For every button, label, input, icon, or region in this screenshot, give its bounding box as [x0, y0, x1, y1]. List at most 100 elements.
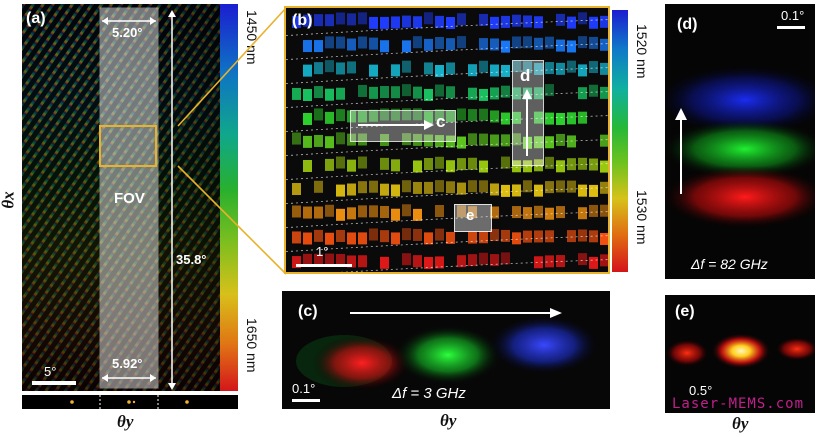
- mosaic-pixel: [446, 110, 455, 123]
- mosaic-pixel: [479, 88, 488, 101]
- mosaic-pixel: [314, 180, 323, 193]
- mosaic-pixel: [336, 184, 345, 197]
- watermark: Laser-MEMS.com: [672, 396, 805, 412]
- mosaic-pixel: [534, 184, 543, 197]
- mosaic-pixel: [523, 160, 532, 173]
- mosaic-pixel: [314, 86, 323, 99]
- mosaic-pixel: [578, 12, 587, 25]
- mosaic-pixel: [424, 62, 433, 75]
- mosaic-pixel: [600, 62, 608, 75]
- mosaic-pixel: [567, 60, 576, 73]
- mosaic-pixel: [435, 156, 444, 169]
- mosaic-pixel: [457, 205, 466, 218]
- mosaic-pixel: [545, 181, 554, 194]
- mosaic-pixel: [512, 111, 521, 124]
- mosaic-pixel: [512, 160, 521, 173]
- grid-curve: [286, 91, 608, 108]
- mosaic-pixel: [589, 230, 598, 243]
- mosaic-pixel: [314, 229, 323, 242]
- mosaic-pixel: [545, 112, 554, 125]
- grid-curve: [286, 115, 608, 132]
- mosaic-pixel: [435, 228, 444, 241]
- mosaic-pixel: [358, 156, 367, 169]
- mosaic-pixel: [347, 159, 356, 172]
- mosaic-pixel: [402, 108, 411, 121]
- mosaic-pixel: [369, 205, 378, 218]
- mosaic-pixel: [468, 133, 477, 146]
- mosaic-pixel: [578, 157, 587, 170]
- fov-height: 35.8°: [176, 252, 207, 267]
- panel-d: (d) 0.1° Δf = 82 GHz: [665, 4, 815, 279]
- mosaic-pixel: [303, 88, 312, 101]
- mosaic-pixel: [523, 36, 532, 49]
- mosaic-pixel: [314, 40, 323, 53]
- mosaic-pixel: [347, 13, 356, 26]
- mosaic-pixel: [402, 253, 411, 266]
- panel-e: (e) 0.5°: [665, 295, 815, 413]
- mosaic-pixel: [347, 133, 356, 146]
- mosaic-pixel: [600, 204, 608, 217]
- fov-width-bottom: 5.92°: [112, 356, 143, 371]
- mosaic-pixel: [413, 108, 422, 121]
- mosaic-pixel: [534, 16, 543, 29]
- mosaic-pixel: [589, 36, 598, 49]
- mosaic-pixel: [435, 256, 444, 269]
- mosaic-pixel: [336, 87, 345, 100]
- mosaic-pixel: [523, 15, 532, 28]
- mosaic-pixel: [402, 15, 411, 28]
- mosaic-pixel: [325, 204, 334, 217]
- fov-label: FOV: [114, 190, 145, 207]
- mosaic-pixel: [545, 84, 554, 97]
- mosaic-pixel: [391, 108, 400, 121]
- mosaic-pixel: [413, 16, 422, 29]
- panel-b: (b) c d e 1°: [284, 6, 610, 274]
- mosaic-pixel: [314, 206, 323, 219]
- mosaic-pixel: [545, 36, 554, 49]
- mosaic-pixel: [534, 87, 543, 100]
- mosaic-pixel: [402, 133, 411, 146]
- grid-curve: [339, 259, 608, 272]
- mosaic-pixel: [457, 182, 466, 195]
- mosaic-pixel: [468, 87, 477, 100]
- mosaic-pixel: [380, 40, 389, 53]
- mosaic-pixel: [523, 61, 532, 74]
- mosaic-pixel: [369, 228, 378, 241]
- mosaic-pixel: [512, 87, 521, 100]
- mosaic-pixel: [325, 232, 334, 245]
- panel-c-arrow: [350, 308, 562, 318]
- mosaic-pixel: [413, 160, 422, 173]
- mosaic-pixel: [391, 232, 400, 245]
- mosaic-pixel: [545, 255, 554, 268]
- mosaic-pixel: [600, 38, 608, 51]
- mosaic-pixel: [545, 230, 554, 243]
- mosaic-pixel: [501, 134, 510, 147]
- mosaic-pixel: [358, 110, 367, 123]
- mosaic-pixel: [589, 204, 598, 217]
- mosaic-pixel: [468, 157, 477, 170]
- mosaic-pixel: [336, 208, 345, 221]
- mosaic-pixel: [435, 205, 444, 218]
- mosaic-pixel: [314, 108, 323, 121]
- mosaic-pixel: [512, 36, 521, 49]
- mosaic-pixel: [556, 39, 565, 52]
- mosaic-pixel: [479, 108, 488, 121]
- mosaic-pixel: [523, 230, 532, 243]
- mosaic-pixel: [556, 255, 565, 268]
- mosaic-pixel: [380, 256, 389, 269]
- mosaic-pixel: [336, 156, 345, 169]
- mosaic-pixel: [413, 255, 422, 268]
- panel-b-image: [286, 8, 608, 272]
- mosaic-pixel: [435, 180, 444, 193]
- mosaic-pixel: [490, 87, 499, 100]
- mosaic-pixel: [600, 181, 608, 194]
- zoom-box: [99, 125, 157, 167]
- mosaic-pixel: [325, 111, 334, 124]
- mosaic-pixel: [479, 231, 488, 244]
- mosaic-pixel: [424, 134, 433, 147]
- panel-c-scale-label: 0.1°: [292, 381, 316, 396]
- mosaic-pixel: [435, 15, 444, 28]
- mosaic-pixel: [292, 183, 301, 196]
- mosaic-pixel: [303, 14, 312, 27]
- panel-e-axis-x: θy: [732, 414, 749, 433]
- mosaic-pixel: [358, 181, 367, 194]
